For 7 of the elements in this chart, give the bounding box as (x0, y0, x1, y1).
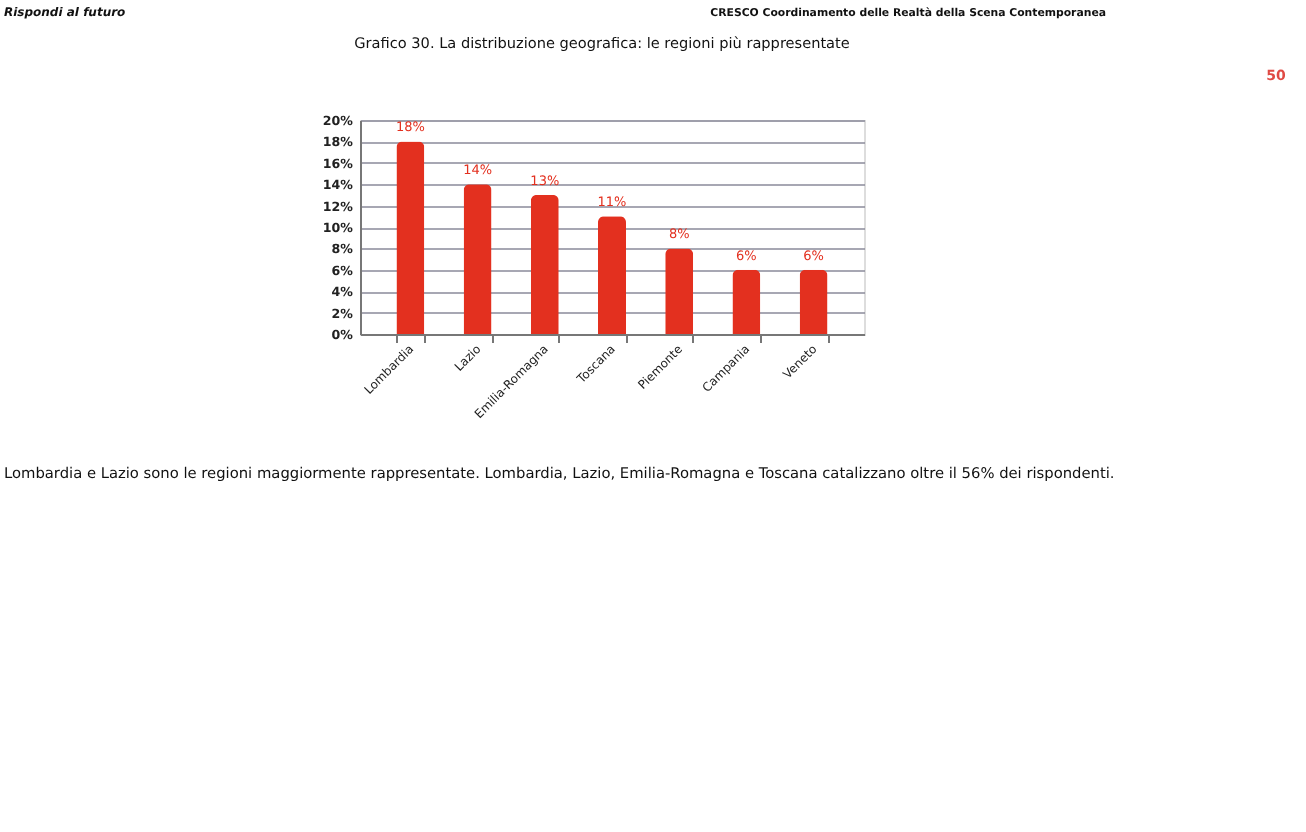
bar (598, 216, 626, 334)
bar (463, 184, 492, 334)
bar (396, 141, 425, 334)
bar (530, 194, 559, 334)
bar (665, 248, 694, 334)
bar (799, 269, 828, 334)
bar (732, 269, 761, 334)
